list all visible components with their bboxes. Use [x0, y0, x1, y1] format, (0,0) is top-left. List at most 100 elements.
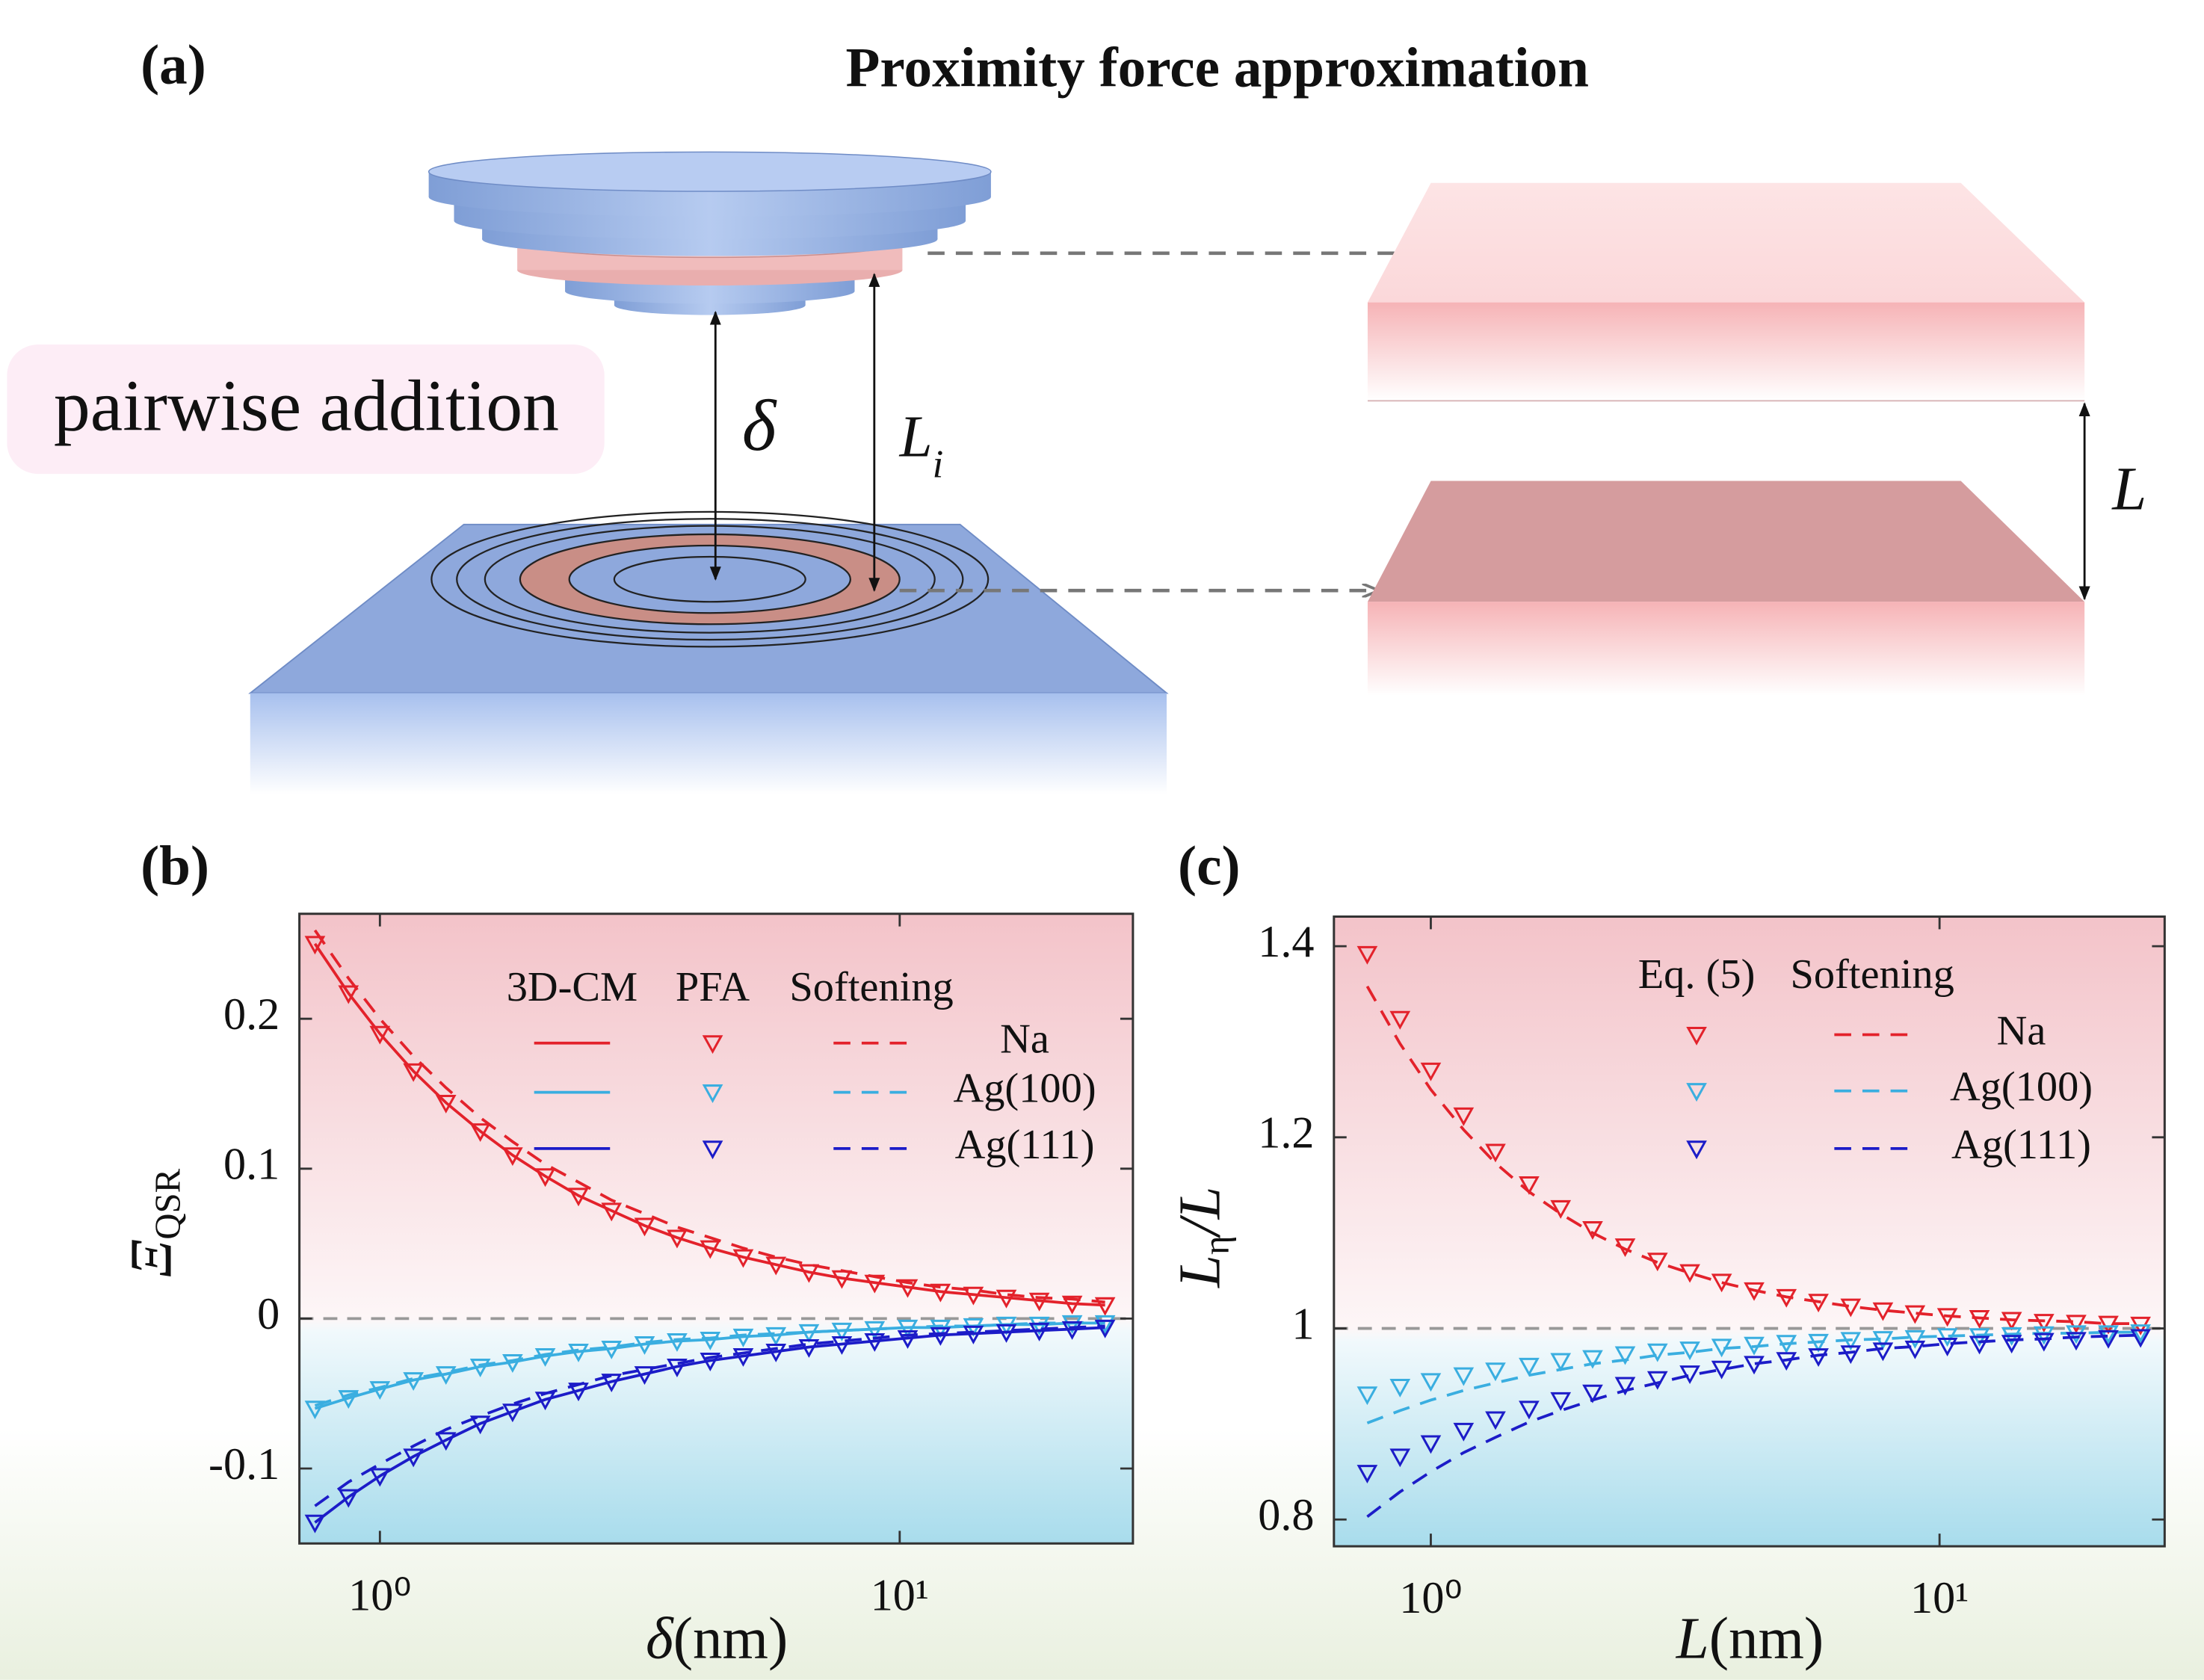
marker — [435, 1366, 457, 1386]
marker — [304, 936, 326, 955]
x-label-symbol: δ — [646, 1607, 674, 1672]
x-label-unit: (nm) — [1709, 1607, 1824, 1672]
marker — [1550, 1353, 1572, 1372]
marker — [1808, 1348, 1829, 1368]
marker — [995, 1289, 1017, 1309]
panel-title: Proximity force approximation — [845, 37, 1588, 99]
marker — [732, 1348, 754, 1367]
marker — [1840, 1345, 1862, 1365]
marker — [1453, 1107, 1475, 1126]
marker — [2130, 1324, 2151, 1344]
marker — [1646, 1371, 1668, 1390]
marker — [1744, 1356, 1765, 1375]
marker — [1840, 1332, 1862, 1351]
marker — [2098, 1325, 2119, 1344]
dashed-line — [1366, 1333, 2141, 1518]
x-tick-label: 10¹ — [871, 1570, 929, 1620]
marker — [1744, 1336, 1765, 1356]
marker — [1808, 1294, 1829, 1313]
marker — [2001, 1335, 2022, 1354]
legend-marker — [702, 1084, 723, 1103]
legend-label: Ag(100) — [1950, 1064, 2093, 1111]
plate-top-front — [1367, 302, 2085, 401]
panel-a: (a) Proximity force approximation pairwi… — [7, 34, 2146, 794]
marker — [1485, 1362, 1506, 1382]
plot-frame — [1333, 915, 2166, 1548]
y-tick-label: 0.8 — [1258, 1490, 1314, 1540]
marker — [1744, 1282, 1765, 1301]
marker — [1485, 1411, 1506, 1430]
plate-gap-symbol: L — [2111, 454, 2146, 522]
marker — [732, 1249, 754, 1268]
marker — [1550, 1199, 1572, 1219]
marker — [369, 1468, 391, 1487]
y-label-symbol: L — [1168, 1255, 1233, 1288]
marker — [1356, 1465, 1378, 1483]
marker — [435, 1094, 457, 1114]
y-tick-label: -0.1 — [209, 1439, 280, 1489]
slab-front — [250, 693, 1167, 794]
legend-header: Eq. (5) — [1638, 951, 1756, 998]
marker — [1904, 1330, 1926, 1349]
marker — [2066, 1315, 2087, 1334]
marker — [1646, 1253, 1668, 1272]
x-tick-label: 10¹ — [1910, 1573, 1969, 1623]
marker — [1614, 1346, 1636, 1365]
marker — [1582, 1350, 1603, 1369]
marker — [930, 1327, 951, 1346]
legend-marker — [702, 1140, 723, 1160]
marker — [568, 1383, 589, 1402]
marker — [1453, 1422, 1475, 1442]
y-label-tail: /L — [1168, 1187, 1233, 1239]
marker — [667, 1229, 688, 1249]
marker — [700, 1240, 721, 1259]
marker — [732, 1328, 754, 1347]
marker — [1519, 1357, 1540, 1377]
marker — [469, 1359, 491, 1377]
plate-top-face — [1367, 182, 2085, 303]
marker — [2098, 1330, 2119, 1349]
marker — [700, 1353, 721, 1371]
plot-frame — [298, 912, 1135, 1545]
marker — [1776, 1288, 1797, 1308]
y-tick-label: 1.4 — [1258, 917, 1314, 967]
method-label: pairwise addition — [54, 366, 559, 447]
marker — [2001, 1312, 2022, 1331]
marker — [1840, 1298, 1862, 1318]
marker — [534, 1392, 556, 1411]
marker — [1582, 1221, 1603, 1240]
marker — [1936, 1328, 1958, 1347]
marker — [700, 1331, 721, 1350]
marker — [765, 1343, 787, 1362]
marker — [1872, 1302, 1894, 1321]
marker — [634, 1366, 655, 1386]
marker — [534, 1348, 556, 1367]
panel-label: (c) — [1178, 836, 1240, 898]
marker — [634, 1217, 655, 1237]
marker — [1061, 1321, 1083, 1340]
marker — [1776, 1352, 1797, 1371]
legend-header: PFA — [676, 964, 750, 1010]
marker — [403, 1372, 424, 1392]
marker — [1776, 1335, 1797, 1354]
marker — [864, 1274, 886, 1294]
marker — [568, 1188, 589, 1207]
dashed-line — [314, 1324, 1105, 1507]
legend-marker — [702, 1035, 723, 1054]
y-label-sub: η — [1196, 1235, 1237, 1255]
marker — [304, 1514, 326, 1534]
y-tick-label: 0.1 — [223, 1140, 280, 1190]
marker — [1711, 1273, 1732, 1293]
marker — [403, 1448, 424, 1468]
marker — [1904, 1305, 1926, 1324]
ring-gap-sub: i — [933, 443, 944, 487]
legend-label: Ag(111) — [955, 1122, 1095, 1168]
marker — [963, 1325, 984, 1344]
marker — [1550, 1392, 1572, 1411]
marker — [667, 1359, 688, 1377]
marker — [1420, 1062, 1442, 1081]
marker — [502, 1147, 523, 1167]
marker — [1094, 1319, 1116, 1338]
marker — [1582, 1384, 1603, 1403]
